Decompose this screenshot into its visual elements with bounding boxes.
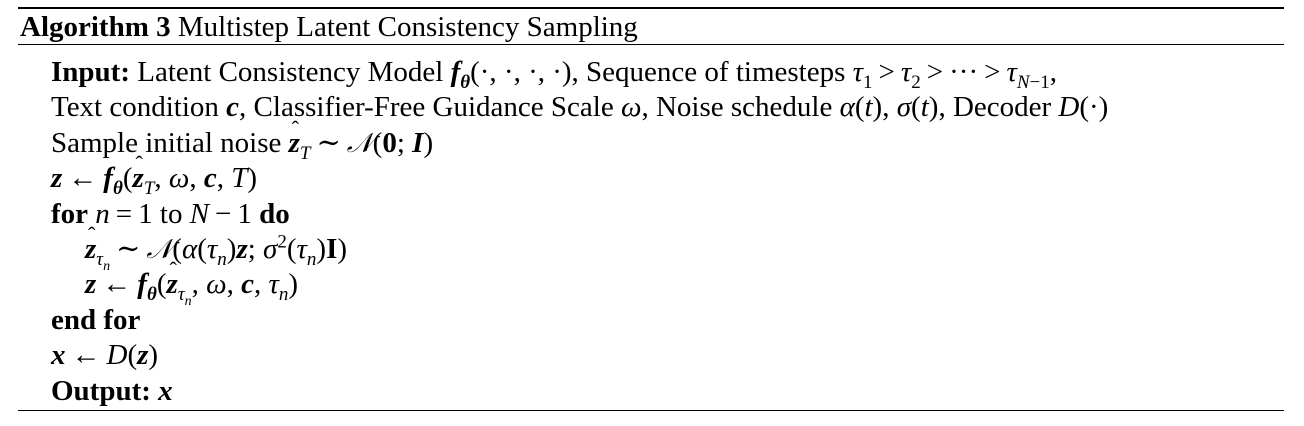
input-guidance-text: , Classifier-Free Guidance Scale [239, 91, 621, 124]
algorithm-label: Algorithm 3 [20, 11, 171, 43]
output-keyword: Output: [51, 374, 151, 407]
sample-line: Sample initial noise zT∼𝒩(0; I) [51, 111, 1108, 163]
bottom-rule [18, 410, 1284, 411]
algorithm-title: Multistep Latent Consistency Sampling [177, 11, 638, 43]
endfor-keyword: end for [51, 303, 141, 336]
algorithm-body: Input: Latent Consistency Model fθ(·, ·,… [51, 55, 1108, 409]
to-text: to [159, 197, 183, 230]
input-keyword: Input: [51, 56, 130, 88]
algorithm-caption: Algorithm 3 Multistep Latent Consistency… [20, 11, 638, 44]
loop-update-line: z←fθ(zτn, ω, c, τn) [51, 252, 1108, 308]
output-line: Output: x [51, 374, 173, 407]
loop-sample-line: zτn∼𝒩(α(τn)z; σ2(τn)I) [51, 217, 1108, 273]
sample-text: Sample initial noise [51, 126, 289, 159]
init-z-line: z←fθ(zT, ω, c, T) [51, 146, 1108, 198]
input-noise-text: , Noise schedule [641, 91, 840, 124]
for-line: for n = 1 to N −1 do [51, 197, 290, 230]
do-keyword: do [259, 197, 290, 230]
input-text-condition: Text condition [51, 91, 227, 124]
input-line-2: Text condition c, Classifier-Free Guidan… [51, 91, 1109, 124]
input-decoder-text: , Decoder [938, 91, 1059, 124]
input-model-args: (·, ·, ·, ·), Sequence of timesteps [470, 56, 853, 88]
caption-rule [18, 44, 1284, 45]
for-keyword: for [51, 197, 89, 230]
decode-line: x ← D(z) [51, 339, 159, 372]
top-rule [18, 7, 1284, 9]
input-model-text: Latent Consistency Model [130, 56, 451, 88]
endfor-line: end for [51, 303, 1108, 338]
input-line-1: Input: Latent Consistency Model fθ(·, ·,… [51, 56, 1058, 93]
